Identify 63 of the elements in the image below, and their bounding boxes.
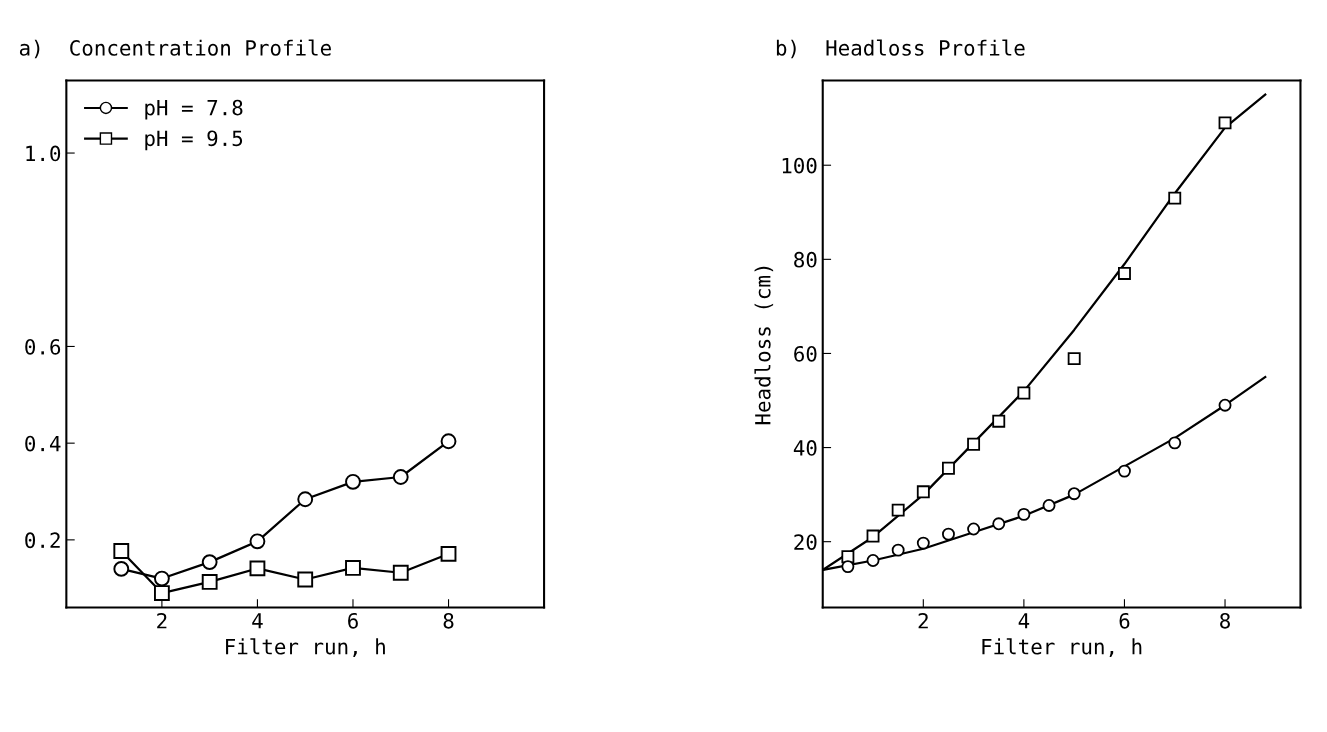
point bbox=[1017, 507, 1031, 521]
y-tick-label: 0.6 bbox=[25, 338, 61, 355]
point bbox=[841, 560, 855, 574]
point bbox=[941, 461, 955, 475]
point bbox=[891, 543, 905, 557]
point bbox=[249, 560, 266, 577]
x-tick-label: 4 bbox=[1018, 613, 1030, 629]
point bbox=[1017, 386, 1031, 400]
legend-label: pH = 7.8 bbox=[145, 99, 243, 120]
point bbox=[113, 543, 130, 559]
point bbox=[967, 522, 981, 536]
x-tick-label: 6 bbox=[1119, 612, 1130, 629]
point bbox=[345, 473, 361, 490]
x-axis-title: Filter run, h bbox=[226, 638, 385, 658]
point bbox=[153, 570, 170, 587]
point bbox=[1168, 191, 1182, 205]
point bbox=[440, 545, 457, 562]
y-axis-title: Headloss (cm) bbox=[754, 266, 774, 425]
point bbox=[1042, 498, 1056, 512]
point bbox=[992, 517, 1006, 531]
x-tick-label: 4 bbox=[252, 613, 263, 629]
point bbox=[249, 533, 266, 550]
point bbox=[916, 485, 930, 499]
point bbox=[1218, 398, 1232, 412]
point bbox=[440, 433, 457, 450]
point bbox=[297, 571, 314, 588]
point bbox=[201, 574, 218, 590]
x-axis-title: Filter run, h bbox=[982, 638, 1142, 658]
point bbox=[345, 560, 361, 576]
x-tick-label: 8 bbox=[443, 612, 454, 629]
y-tick-label: 0.2 bbox=[25, 532, 60, 549]
y-tick-label: 40 bbox=[793, 440, 817, 456]
point bbox=[1218, 116, 1232, 130]
point bbox=[1067, 352, 1081, 366]
x-tick-label: 2 bbox=[157, 612, 167, 629]
point bbox=[392, 564, 409, 581]
x-tick-label: 2 bbox=[918, 612, 928, 629]
point bbox=[866, 554, 880, 567]
point bbox=[1117, 464, 1131, 478]
legend-label: pH = 9.5 bbox=[145, 130, 243, 151]
point bbox=[1117, 266, 1131, 280]
y-tick-label: 80 bbox=[794, 251, 817, 268]
y-tick-label: 1.0 bbox=[26, 145, 61, 162]
point bbox=[113, 560, 130, 577]
point bbox=[201, 554, 218, 571]
chart-title: b) Headloss Profile bbox=[776, 39, 1025, 59]
point bbox=[1067, 487, 1081, 501]
y-tick-label: 20 bbox=[794, 534, 817, 550]
point bbox=[392, 469, 409, 485]
y-tick-label: 0.4 bbox=[25, 435, 61, 452]
point bbox=[891, 503, 905, 517]
point bbox=[992, 414, 1006, 428]
point bbox=[297, 491, 314, 508]
point bbox=[1168, 436, 1182, 450]
point bbox=[153, 585, 170, 601]
chart-title: a) Concentration Profile bbox=[19, 39, 331, 59]
y-tick-label: 60 bbox=[794, 345, 817, 362]
point bbox=[967, 437, 981, 451]
point bbox=[841, 550, 855, 564]
point bbox=[916, 536, 930, 550]
y-tick-label: 100 bbox=[782, 157, 817, 174]
x-tick-label: 8 bbox=[1220, 612, 1230, 629]
x-tick-label: 6 bbox=[348, 612, 358, 629]
